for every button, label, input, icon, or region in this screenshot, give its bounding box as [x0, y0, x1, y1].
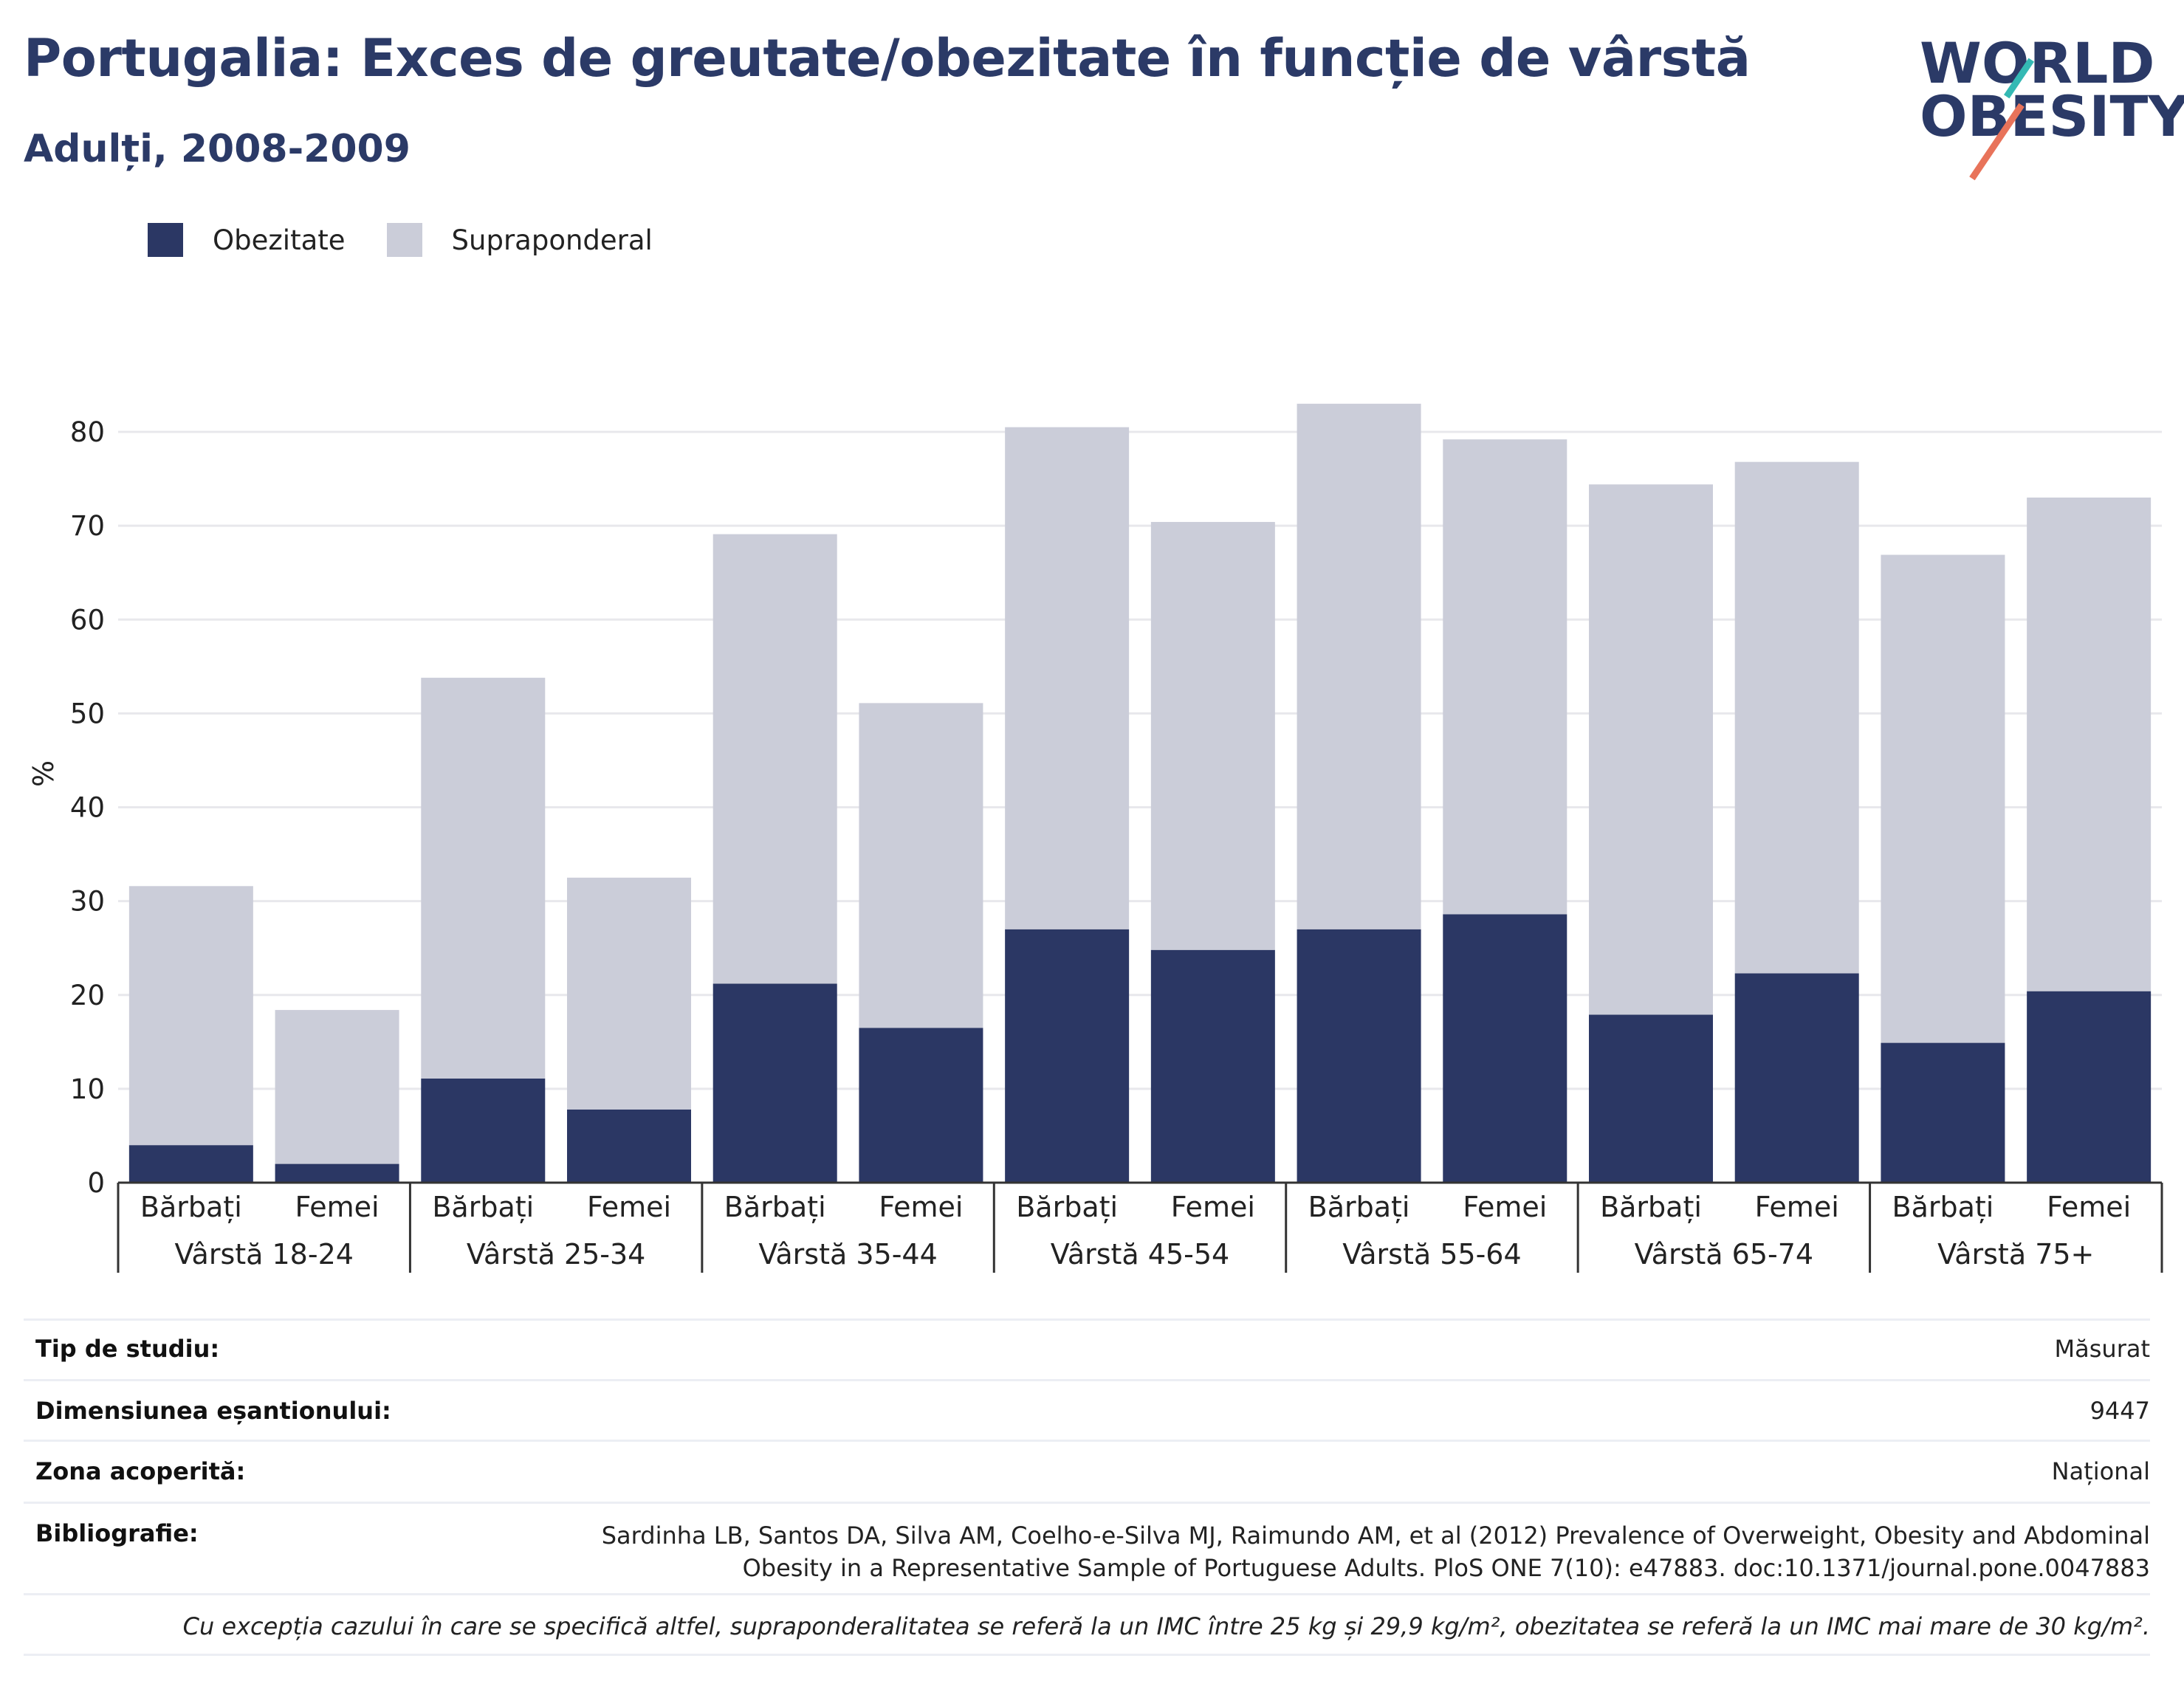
x-subcategory-label: Bărbați — [432, 1191, 534, 1223]
legend-swatch-obesity — [148, 223, 183, 257]
info-divider — [24, 1654, 2150, 1656]
y-tick-label: 80 — [70, 416, 105, 448]
x-subcategory-label: Femei — [1755, 1191, 1839, 1223]
info-key-bibliography: Bibliografie: — [35, 1519, 199, 1547]
x-subcategory-label: Bărbați — [1016, 1191, 1118, 1223]
y-tick-label: 60 — [70, 604, 105, 636]
bar-obesity — [859, 1028, 983, 1183]
legend-label-obesity: Obezitate — [213, 224, 346, 256]
x-subcategory-label: Femei — [2047, 1191, 2131, 1223]
bar-overweight — [421, 678, 546, 1079]
info-divider — [24, 1440, 2150, 1442]
page-title: Portugalia: Exces de greutate/obezitate … — [24, 28, 1751, 89]
x-group-label: Vârstă 45-54 — [1051, 1238, 1229, 1271]
bar-overweight — [567, 877, 691, 1110]
y-axis-label: % — [27, 760, 60, 787]
x-group-label: Vârstă 18-24 — [174, 1238, 353, 1271]
info-value-bibliography: Sardinha LB, Santos DA, Silva AM, Coelho… — [601, 1522, 2150, 1582]
page-subtitle: Adulți, 2008-2009 — [24, 127, 411, 171]
bar-obesity — [1589, 1014, 1713, 1183]
y-tick-label: 20 — [70, 980, 105, 1011]
legend-item-obesity: Obezitate — [148, 223, 346, 257]
info-key-sample-size: Dimensiunea eșantionului: — [35, 1397, 391, 1425]
bar-overweight — [859, 703, 983, 1028]
x-subcategory-label: Bărbați — [1308, 1191, 1410, 1223]
bar-overweight — [128, 886, 253, 1146]
legend-swatch-overweight — [386, 223, 422, 257]
logo-line-2: OBESITY — [1920, 83, 2184, 149]
y-tick-label: 10 — [70, 1073, 105, 1105]
info-divider — [24, 1318, 2150, 1321]
info-key-coverage: Zona acoperită: — [35, 1457, 246, 1485]
x-subcategory-label: Bărbați — [1892, 1191, 1994, 1223]
y-tick-label: 30 — [70, 886, 105, 918]
info-divider — [24, 1379, 2150, 1381]
world-obesity-logo: WORLD OBESITY — [1920, 30, 2184, 181]
chart-legend: Obezitate Supraponderal — [148, 221, 694, 258]
y-tick-label: 40 — [70, 792, 105, 824]
bar-obesity — [1734, 973, 1859, 1183]
x-subcategory-label: Bărbați — [724, 1191, 826, 1223]
x-subcategory-label: Femei — [295, 1191, 380, 1223]
legend-label-overweight: Supraponderal — [451, 224, 653, 256]
bar-overweight — [1443, 439, 1567, 915]
bar-overweight — [2027, 497, 2152, 991]
bar-obesity — [567, 1109, 691, 1183]
x-group-label: Vârstă 75+ — [1937, 1238, 2094, 1271]
y-tick-label: 70 — [70, 510, 105, 542]
info-row-bibliography: Bibliografie: Sardinha LB, Santos DA, Si… — [24, 1519, 2150, 1593]
x-subcategory-label: Femei — [879, 1191, 963, 1223]
x-subcategory-label: Bărbați — [1600, 1191, 1702, 1223]
x-group-label: Vârstă 35-44 — [758, 1238, 937, 1271]
bar-overweight — [1005, 427, 1130, 929]
info-divider — [24, 1593, 2150, 1595]
info-value-sample-size: 9447 — [2089, 1397, 2150, 1425]
info-row-sample-size: Dimensiunea eșantionului: 9447 — [24, 1397, 2150, 1434]
x-subcategory-label: Bărbați — [140, 1191, 242, 1223]
bar-obesity — [1881, 1042, 2005, 1183]
x-group-label: Vârstă 25-34 — [467, 1238, 645, 1271]
info-key-study-type: Tip de studiu: — [35, 1335, 220, 1363]
bar-overweight — [275, 1010, 399, 1164]
bar-obesity — [1005, 929, 1130, 1183]
bar-overweight — [1734, 461, 1859, 974]
y-tick-label: 50 — [70, 698, 105, 729]
bar-obesity — [712, 983, 837, 1183]
x-group-label: Vârstă 65-74 — [1635, 1238, 1813, 1271]
info-row-coverage: Zona acoperită: Național — [24, 1457, 2150, 1494]
bar-overweight — [1881, 554, 2005, 1043]
bar-obesity — [2027, 991, 2152, 1183]
info-row-study-type: Tip de studiu: Măsurat — [24, 1335, 2150, 1372]
bar-obesity — [1297, 929, 1421, 1183]
info-divider — [24, 1502, 2150, 1504]
y-tick-label: 0 — [87, 1167, 105, 1199]
bar-obesity — [128, 1145, 253, 1183]
logo-line-1: WORLD — [1920, 30, 2155, 96]
x-subcategory-label: Femei — [1171, 1191, 1255, 1223]
info-value-study-type: Măsurat — [2054, 1335, 2150, 1363]
bar-obesity — [1443, 914, 1567, 1183]
stacked-bar-chart: 0 10 20 30 40 50 60 70 80% Bărbați Femei Bărbați Fem… — [27, 403, 2163, 1273]
bar-overweight — [712, 534, 837, 984]
bar-overweight — [1589, 484, 1713, 1015]
bar-overweight — [1297, 403, 1421, 929]
bar-obesity — [421, 1078, 546, 1183]
bar-overweight — [1150, 522, 1275, 950]
x-subcategory-label: Femei — [587, 1191, 671, 1223]
footnote: Cu excepția cazului în care se specifică… — [182, 1612, 2150, 1640]
bar-obesity — [1150, 949, 1275, 1183]
legend-item-overweight: Supraponderal — [386, 223, 653, 257]
info-value-coverage: Național — [2051, 1457, 2150, 1485]
x-group-label: Vârstă 55-64 — [1342, 1238, 1521, 1271]
x-subcategory-label: Femei — [1463, 1191, 1547, 1223]
bar-obesity — [275, 1163, 399, 1183]
